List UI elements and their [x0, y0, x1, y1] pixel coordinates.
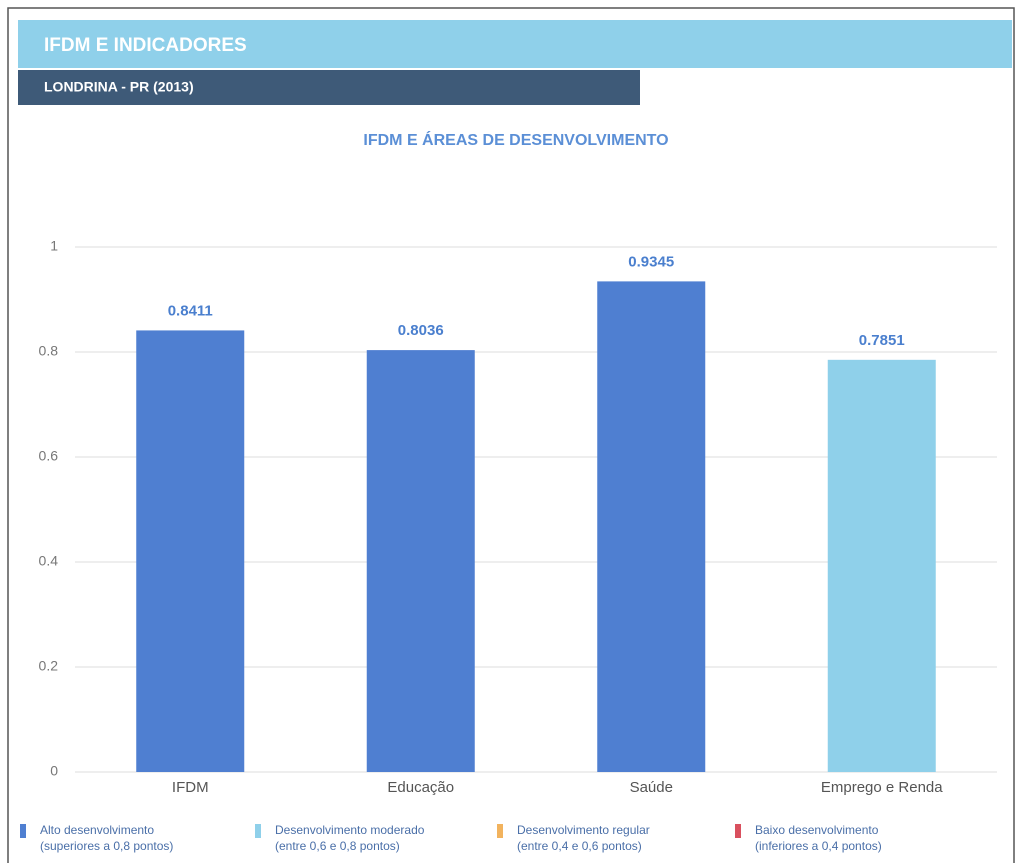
y-tick-label: 1: [50, 238, 58, 254]
x-tick-label: Emprego e Renda: [821, 779, 943, 796]
x-tick-label: Educação: [387, 779, 454, 796]
subheader-bar: [18, 70, 640, 105]
legend-note: (inferiores a 0,4 pontos): [755, 839, 882, 853]
y-tick-label: 0: [50, 763, 58, 779]
y-tick-label: 0.4: [39, 553, 59, 569]
legend-label: Alto desenvolvimento: [40, 823, 154, 837]
bar: [597, 281, 706, 772]
y-tick-label: 0.8: [39, 343, 59, 359]
bar: [366, 350, 475, 772]
legend-swatch: [497, 824, 503, 838]
legend-swatch: [20, 824, 26, 838]
legend-note: (superiores a 0,8 pontos): [40, 839, 173, 853]
bar: [827, 359, 936, 772]
legend-note: (entre 0,4 e 0,6 pontos): [517, 839, 642, 853]
value-label: 0.8411: [168, 302, 213, 319]
subheader-title: LONDRINA - PR (2013): [44, 79, 194, 95]
value-label: 0.9345: [628, 253, 674, 270]
legend-note: (entre 0,6 e 0,8 pontos): [275, 839, 400, 853]
legend-swatch: [735, 824, 741, 838]
legend-label: Baixo desenvolvimento: [755, 823, 879, 837]
value-label: 0.8036: [398, 322, 444, 339]
value-label: 0.7851: [859, 332, 905, 349]
x-tick-label: IFDM: [172, 779, 209, 796]
y-tick-label: 0.6: [39, 448, 59, 464]
legend-label: Desenvolvimento moderado: [275, 823, 425, 837]
x-tick-label: Saúde: [630, 779, 673, 796]
y-tick-label: 0.2: [39, 658, 59, 674]
bar: [136, 330, 245, 772]
legend-label: Desenvolvimento regular: [517, 823, 650, 837]
legend-swatch: [255, 824, 261, 838]
chart-title: IFDM E ÁREAS DE DESENVOLVIMENTO: [363, 130, 668, 149]
header-bar: [18, 20, 1012, 68]
header-title: IFDM E INDICADORES: [44, 35, 247, 56]
